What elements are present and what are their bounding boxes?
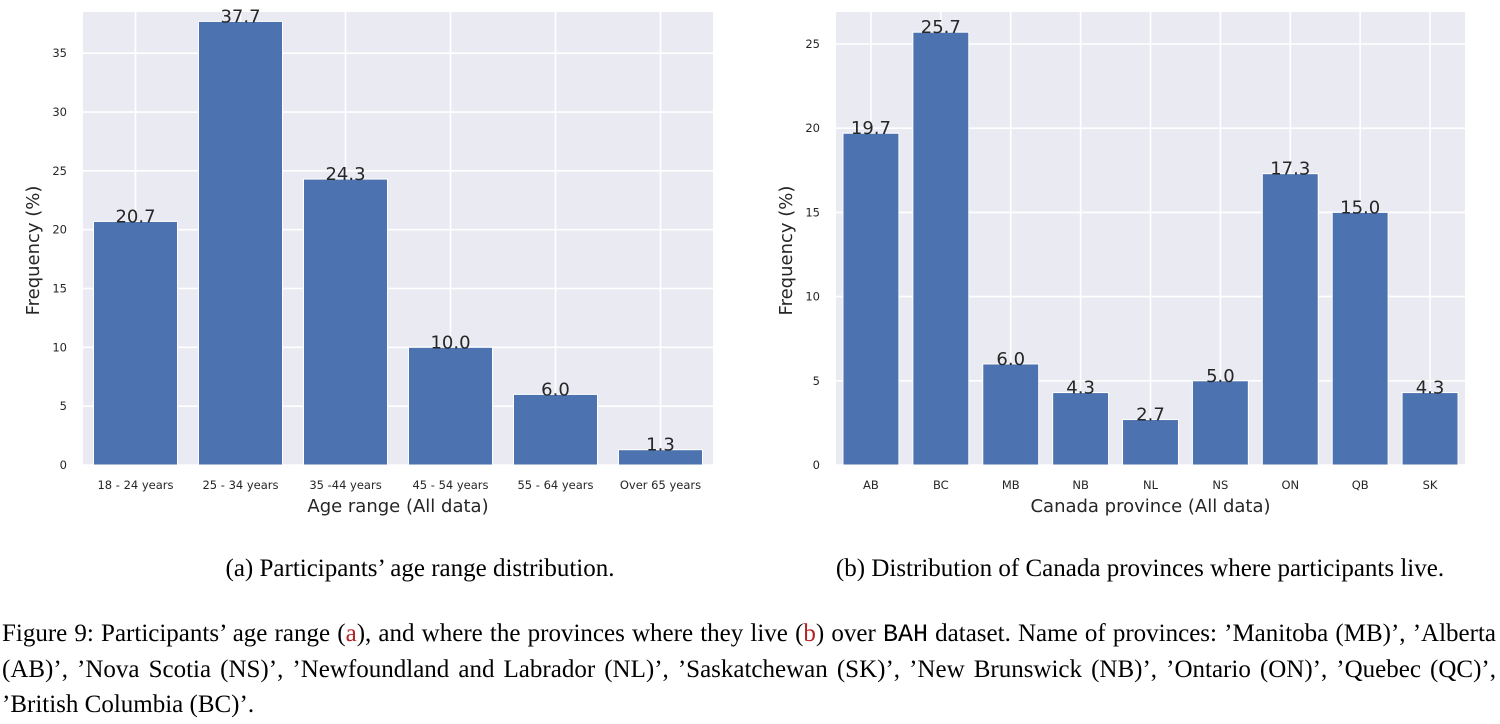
ref-b-link[interactable]: b: [803, 620, 816, 647]
x-tick-label-age-0: 18 - 24 years: [97, 478, 173, 492]
value-label-province-7: 15.0: [1340, 197, 1380, 218]
value-label-age-1: 37.7: [220, 6, 260, 27]
value-label-age-3: 10.0: [430, 332, 470, 353]
y-tick-label-province-0: 0: [813, 458, 820, 472]
bar-province-1: [912, 31, 970, 466]
bar-province-3: [1052, 392, 1110, 466]
y-tick-label-province-1: 5: [813, 374, 820, 388]
x-tick-label-province-8: SK: [1423, 478, 1438, 492]
figure-caption-part1: Figure 9: Participants’ age range (: [2, 620, 346, 647]
bar-province-2: [982, 363, 1040, 466]
figure-caption-part2: ), and where the provinces where they li…: [356, 620, 804, 647]
dataset-name: BAH: [882, 620, 928, 649]
x-tick-label-province-1: BC: [933, 478, 949, 492]
value-label-province-6: 17.3: [1270, 159, 1310, 180]
x-axis-label-age: Age range (All data): [307, 496, 488, 517]
value-label-province-1: 25.7: [921, 17, 961, 38]
y-axis-label-province: Frequency (%): [776, 186, 797, 316]
value-label-province-4: 2.7: [1136, 405, 1165, 426]
x-tick-label-age-3: 45 - 54 years: [412, 478, 488, 492]
figure-caption-part4: dataset. Name of provinces: ’Manitoba (M…: [2, 620, 1497, 718]
y-tick-label-age-5: 25: [52, 164, 67, 178]
x-tick-label-province-0: AB: [863, 478, 879, 492]
value-label-province-8: 4.3: [1416, 378, 1445, 399]
y-tick-label-age-3: 15: [52, 282, 67, 296]
x-tick-label-age-1: 25 - 34 years: [202, 478, 278, 492]
value-label-province-2: 6.0: [996, 349, 1025, 370]
figure-charts: 20.7 18 - 24 years 37.7 25 - 34 years 24.3 35…: [23, 6, 1465, 517]
figure-caption-part3: ) over: [815, 620, 883, 647]
y-tick-label-age-1: 5: [60, 399, 67, 413]
bar-age-1: [198, 20, 283, 466]
chart-province: 19.7 AB 25.7 BC 6.0 MB 4.3 NB 2.7 NL 5.0 NS 17.3 ON 15…: [776, 12, 1465, 517]
value-label-age-2: 24.3: [325, 164, 365, 185]
bar-province-8: [1401, 392, 1459, 466]
y-tick-label-province-4: 20: [805, 121, 820, 135]
y-tick-label-age-6: 30: [52, 105, 67, 119]
x-tick-label-province-5: NS: [1212, 478, 1228, 492]
y-tick-label-province-3: 15: [805, 205, 820, 219]
chart-age: 20.7 18 - 24 years 37.7 25 - 34 years 24.3 35…: [23, 6, 713, 517]
y-tick-label-age-7: 35: [52, 46, 67, 60]
y-tick-label-age-2: 10: [52, 340, 67, 354]
y-tick-label-province-5: 25: [805, 37, 820, 51]
bar-age-5: [618, 449, 703, 466]
bar-age-0: [93, 220, 178, 466]
value-label-age-0: 20.7: [115, 206, 155, 227]
x-tick-label-province-3: NB: [1072, 478, 1089, 492]
x-axis-label-province: Canada province (All data): [1030, 496, 1270, 517]
value-label-province-5: 5.0: [1206, 366, 1235, 387]
plot-background: [83, 12, 713, 465]
figure-caption: Figure 9: Participants’ age range (a), a…: [2, 616, 1496, 722]
x-tick-label-age-2: 35 -44 years: [309, 478, 381, 492]
ref-a-link[interactable]: a: [345, 620, 357, 647]
x-tick-label-age-4: 55 - 64 years: [517, 478, 593, 492]
y-axis-label-age: Frequency (%): [23, 186, 44, 316]
subcaption-a: (a) Participants’ age range distribution…: [225, 555, 615, 582]
bar-age-4: [513, 393, 598, 466]
x-tick-label-age-5: Over 65 years: [620, 478, 701, 492]
value-label-province-3: 4.3: [1066, 378, 1095, 399]
value-label-province-0: 19.7: [851, 118, 891, 139]
y-tick-label-age-0: 0: [60, 458, 67, 472]
x-tick-label-province-2: MB: [1002, 478, 1020, 492]
value-label-age-5: 1.3: [646, 435, 675, 456]
bar-province-4: [1122, 419, 1179, 466]
value-label-age-4: 6.0: [541, 379, 570, 400]
bar-province-7: [1331, 211, 1389, 466]
bar-province-6: [1261, 173, 1319, 466]
y-tick-label-province-2: 10: [805, 290, 820, 304]
bar-province-5: [1191, 380, 1249, 466]
x-tick-label-province-6: ON: [1281, 478, 1299, 492]
bar-age-3: [408, 346, 493, 466]
y-tick-label-age-4: 20: [52, 223, 67, 237]
x-tick-label-province-7: QB: [1352, 478, 1369, 492]
bar-age-2: [303, 178, 388, 466]
subcaption-b: (b) Distribution of Canada provinces whe…: [835, 555, 1445, 582]
x-tick-label-province-4: NL: [1143, 478, 1159, 492]
bar-province-0: [842, 132, 900, 466]
